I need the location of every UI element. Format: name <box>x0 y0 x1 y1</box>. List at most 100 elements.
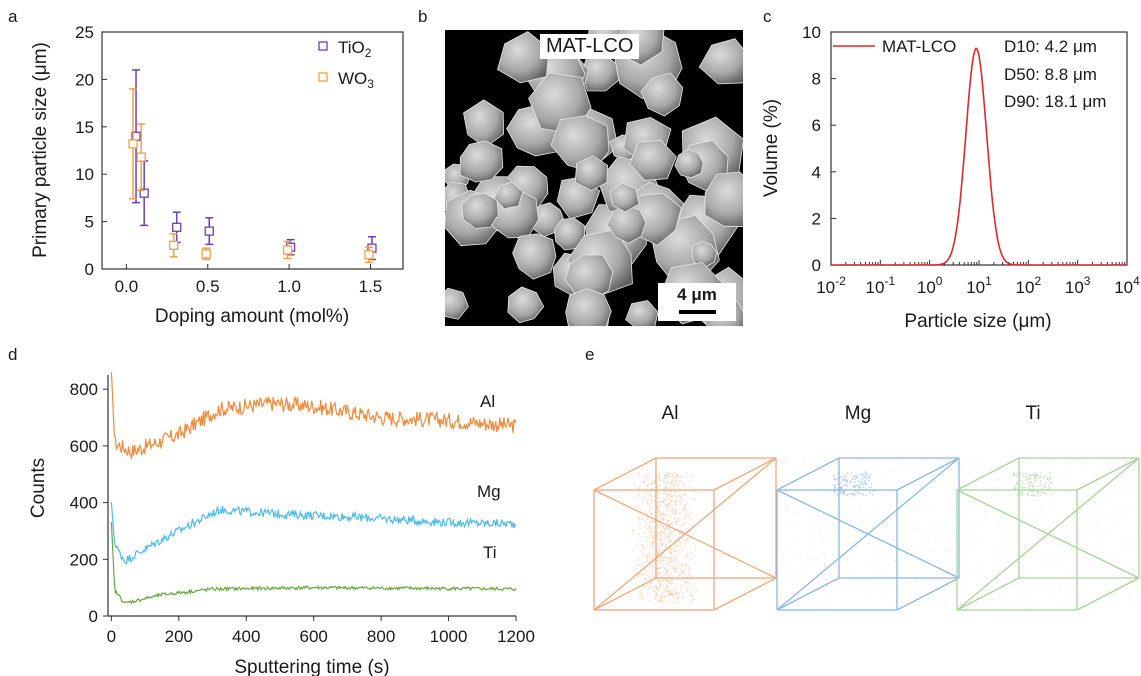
apt-atom-dot <box>963 477 966 480</box>
apt-atom-dot <box>845 518 848 521</box>
apt-atom-dot <box>667 519 670 522</box>
apt-atom-dot <box>651 500 654 503</box>
apt-atom-dot <box>876 551 879 553</box>
apt-atom-dot <box>675 509 678 512</box>
apt-atom-dot <box>1065 598 1068 601</box>
apt-atom-dot <box>1025 477 1027 479</box>
apt-atom-dot <box>657 485 660 488</box>
apt-atom-dot <box>998 522 1000 525</box>
apt-atom-dot <box>663 476 666 478</box>
apt-atom-dot <box>673 481 676 484</box>
apt-atom-dot <box>1102 541 1105 544</box>
d-ytick-label: 0 <box>89 607 98 626</box>
apt-atom-dot <box>805 495 807 498</box>
apt-atom-dot <box>1093 609 1096 611</box>
apt-atom-dot <box>1057 522 1060 525</box>
sem-particle <box>553 217 586 251</box>
apt-atom-dot <box>670 540 672 543</box>
apt-atom-dot <box>673 513 676 515</box>
apt-atom-dot <box>663 540 666 543</box>
sem-particle <box>445 287 469 320</box>
apt-atom-dot <box>659 567 662 569</box>
apt-atom-dot <box>663 492 666 495</box>
apt-atom-dot <box>1030 494 1033 497</box>
apt-atom-dot <box>912 504 915 507</box>
apt-atom-dot <box>657 511 660 514</box>
apt-atom-dot <box>680 579 683 582</box>
apt-atom-dot <box>672 567 674 570</box>
apt-atom-dot <box>670 593 673 596</box>
apt-atom-dot <box>665 590 668 593</box>
apt-atom-dot <box>643 555 646 558</box>
apt-atom-dot <box>679 475 682 478</box>
apt-atom-dot <box>1084 556 1087 559</box>
apt-atom-dot <box>1080 547 1083 549</box>
panel-label-d: d <box>8 345 17 364</box>
apt-atom-dot <box>671 474 674 476</box>
apt-atom-dot <box>637 473 640 476</box>
apt-atom-dot <box>667 519 669 522</box>
apt-atom-dot <box>834 542 837 545</box>
apt-atom-dot <box>665 569 668 572</box>
apt-atom-dot <box>679 511 682 514</box>
apt-atom-dot <box>669 552 671 555</box>
apt-atom-dot <box>786 508 789 511</box>
apt-atom-dot <box>684 494 687 496</box>
apt-atom-dot <box>670 551 672 553</box>
apt-atom-dot <box>660 543 663 546</box>
apt-atom-dot <box>647 531 650 533</box>
apt-atom-dot <box>1094 514 1097 517</box>
apt-atom-dot <box>659 472 661 475</box>
apt-atom-dot <box>666 504 669 507</box>
apt-atom-dot <box>674 550 677 552</box>
apt-atom-dot <box>651 564 654 567</box>
apt-atom-dot <box>843 484 846 486</box>
series-label-ti: Ti <box>483 543 497 562</box>
apt-atom-dot <box>658 546 660 548</box>
apt-atom-dot <box>951 564 953 567</box>
apt-atom-dot <box>915 581 918 583</box>
apt-atom-dot <box>1029 485 1031 488</box>
apt-atom-dot <box>797 540 799 542</box>
apt-atom-dot <box>655 585 657 588</box>
apt-atom-dot <box>693 583 696 585</box>
apt-cube-ti <box>956 457 1140 611</box>
apt-atom-dot <box>640 518 643 521</box>
apt-atom-dot <box>675 479 678 482</box>
apt-atom-dot <box>633 532 636 535</box>
apt-atom-dot <box>667 539 670 542</box>
apt-atom-dot <box>692 555 695 558</box>
apt-atom-dot <box>648 555 651 558</box>
apt-atom-dot <box>845 484 847 486</box>
apt-atom-dot <box>650 512 653 515</box>
apt-atom-dot <box>1057 512 1060 514</box>
apt-atom-dot <box>659 534 662 536</box>
apt-atom-dot <box>654 595 657 598</box>
apt-atom-dot <box>1053 594 1056 597</box>
sem-particle <box>691 240 718 267</box>
apt-atom-dot <box>665 544 668 547</box>
apt-atom-dot <box>687 514 690 517</box>
apt-atom-dot <box>679 475 682 478</box>
apt-atom-dot <box>1026 486 1029 489</box>
a-ytick-label: 5 <box>85 213 94 232</box>
apt-atom-dot <box>793 521 795 524</box>
apt-atom-dot <box>653 495 656 498</box>
apt-atom-dot <box>1016 604 1019 607</box>
sem-particle <box>629 139 677 181</box>
apt-atom-dot <box>677 567 680 569</box>
apt-atom-dot <box>1029 487 1032 490</box>
stat-d50: D50: 8.8 μm <box>1004 65 1097 84</box>
apt-atom-dot <box>668 481 671 484</box>
apt-atom-dot <box>659 597 662 600</box>
apt-atom-dot <box>667 514 670 517</box>
apt-atom-dot <box>642 531 645 534</box>
apt-atom-dot <box>649 494 652 497</box>
apt-atom-dot <box>915 526 917 529</box>
apt-atom-dot <box>650 531 652 534</box>
apt-atom-dot <box>670 540 673 543</box>
apt-cube-edge <box>1076 457 1140 491</box>
apt-atom-dot <box>633 497 636 500</box>
apt-atom-dot <box>1015 483 1018 486</box>
apt-atom-dot <box>691 586 693 589</box>
